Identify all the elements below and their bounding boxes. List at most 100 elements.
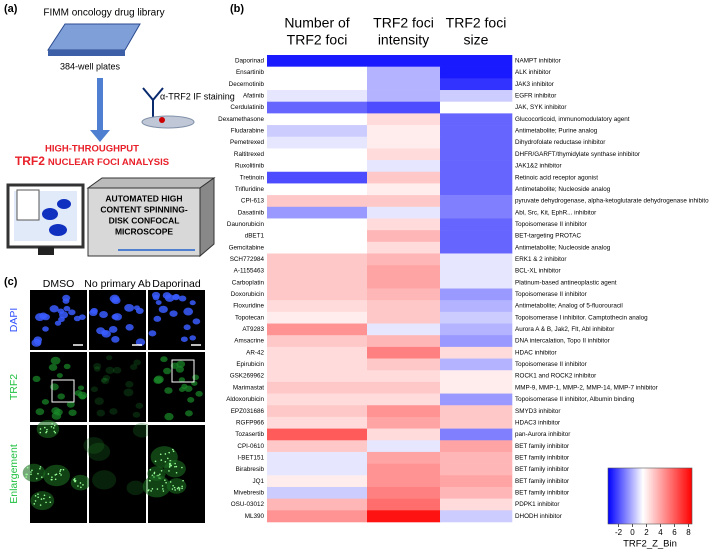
focus [43,426,46,429]
focus [154,460,157,463]
row-label: CPI-613 [241,198,265,205]
heatmap-cell [267,393,368,406]
nucleus [163,367,172,375]
nucleus [189,335,196,341]
row-description: MMP-9, MMP-1, MMP-2, MMP-14, MMP-7 inhib… [515,384,658,391]
column-header: size [464,32,489,48]
plate-caption: 384-well plates [60,61,121,71]
row-label: Ensartinib [236,69,264,76]
nucleus [42,326,49,332]
heatmap-cell [440,451,513,464]
row-description: BET family inhibitor [515,489,569,496]
nucleus [135,338,146,346]
heatmap-cell [267,475,368,488]
row-description: JAK, SYK inhibitor [515,104,566,111]
focus [159,473,161,476]
focus [174,465,176,468]
focus [168,470,170,472]
heatmap-cell [267,241,368,254]
analysis-strong: TRF2 [15,154,45,168]
column-header: TRF2 foci [446,15,507,31]
heatmap-cell [367,475,441,488]
nucleus [178,295,187,302]
heatmap-cell [440,218,513,231]
heatmap-cell [440,101,513,114]
focus [35,477,38,480]
nucleus [94,397,104,405]
row-description: ROCK1 and ROCK2 inhibitor [515,373,596,380]
focus [48,496,51,499]
focus [39,467,41,470]
focus [54,478,57,481]
heatmap-cell [440,206,513,219]
row-description: BET family inhibitor [515,478,569,485]
nucleus [87,442,111,461]
heatmap-cell [267,451,368,464]
heatmap-cell [440,393,513,406]
focus [40,498,43,500]
nucleus [56,373,63,378]
row-label: Daporinad [235,58,265,65]
cell-icon [49,224,67,236]
focus [181,487,183,490]
nucleus [183,307,194,316]
nucleus [192,374,200,381]
heatmap-cell [367,288,441,301]
row-label: Afatinib [243,93,265,100]
nucleus [106,355,113,361]
row-label: A-1155463 [234,268,265,275]
nucleus [92,470,117,490]
column-label: DMSO [43,278,75,290]
row-description: PDPK1 inhibitor [515,501,559,508]
focus [52,427,55,429]
panel-label: (a) [4,3,18,15]
row-description: Antimetabolite; Nucleoside analog [515,244,611,251]
column-label: Daporinad [152,278,201,290]
row-description: EGFR inhibitor [515,93,556,100]
monitor-stand [38,247,54,255]
row-label: OSU-03012 [231,501,265,508]
nucleus [63,363,71,370]
focus [41,476,43,478]
focus [149,469,152,471]
focus [82,484,84,486]
focus [160,470,163,472]
heatmap-cell [440,335,513,348]
nucleus [105,366,115,374]
nucleus [51,407,61,415]
row-description: Antimetabolite; Analog of 5-fluorouracil [515,303,623,310]
analysis-line: HIGH-THROUGHPUT [45,144,139,155]
heatmap-cell [267,440,368,453]
row-description: ERK1 & 2 inhibitor [515,256,566,263]
nucleus [175,366,185,373]
heatmap-cell [440,405,513,418]
focus [172,484,174,487]
row-label: Cerdulatinib [230,104,264,111]
focus [175,471,178,474]
heatmap-cell [367,451,441,464]
focus [39,431,42,434]
row-description: Topoisomerase II inhibitor [515,221,587,228]
row-label: Topotecan [235,314,265,321]
heatmap-cell [367,346,441,359]
nucleus [101,377,110,385]
heatmap-cell [267,171,368,184]
heatmap-cell [367,101,441,114]
heatmap-cell [267,335,368,348]
analysis-line: TRF2 NUCLEAR FOCI ANALYSIS [15,154,169,168]
heatmap-cell [367,55,441,67]
heatmap-cell [367,78,441,91]
focus [30,473,32,476]
heatmap-cell [440,253,513,266]
row-label: Tretinoin [240,174,265,181]
row-label: AT9283 [242,326,264,333]
column-header: intensity [378,32,429,48]
heatmap-cell [367,463,441,476]
focus [80,486,82,489]
nucleus [132,422,152,438]
nucleus [90,386,98,393]
zoom-box [171,359,195,383]
nucleus [133,305,140,311]
